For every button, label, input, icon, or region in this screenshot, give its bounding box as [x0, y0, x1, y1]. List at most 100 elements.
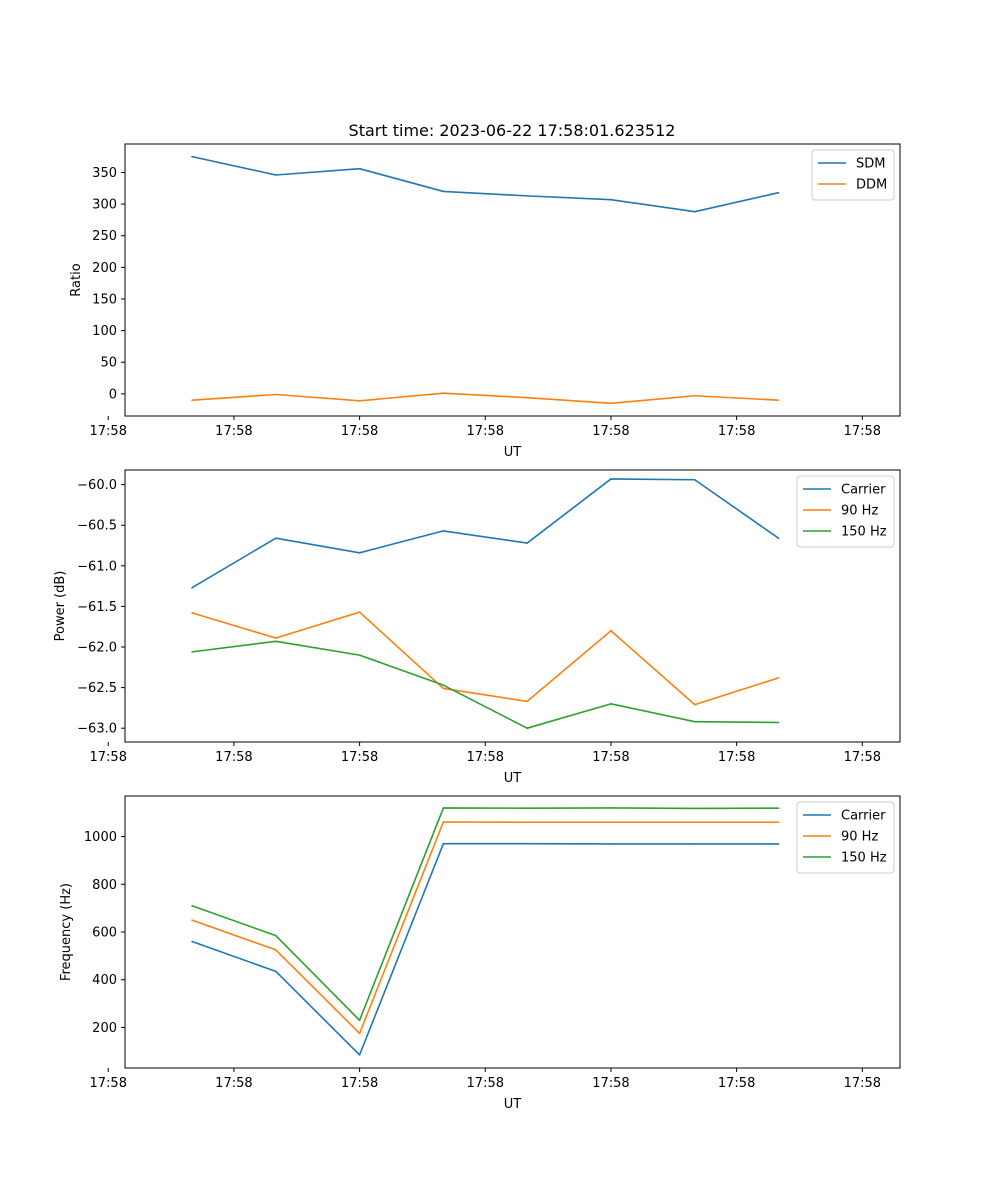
y-tick-label: 600 [92, 926, 117, 941]
data-point [275, 537, 277, 540]
data-point [442, 190, 445, 193]
plot-frame [124, 469, 901, 743]
series-line-150-hz [191, 640, 779, 730]
x-tick-label: 17:58 [215, 750, 252, 765]
x-tick-label: 17:58 [90, 1076, 127, 1091]
data-point [358, 1054, 361, 1056]
x-tick-label: 17:58 [592, 424, 629, 439]
x-tick-label: 17:58 [215, 424, 252, 439]
data-point [777, 721, 780, 724]
x-tick-label: 17:58 [592, 750, 629, 765]
y-tick-label: 200 [92, 261, 117, 276]
data-point [526, 542, 528, 544]
data-point [610, 843, 612, 845]
data-point [442, 821, 445, 823]
data-point [610, 198, 612, 201]
y-tick-label: −62.0 [77, 641, 117, 656]
y-tick-label: −61.5 [77, 600, 117, 615]
data-point [693, 478, 696, 481]
y-tick-label: 800 [92, 878, 117, 893]
legend-label: 150 Hz [841, 525, 887, 540]
data-point [442, 684, 445, 686]
y-tick-label: 100 [92, 324, 117, 339]
series-line-90-hz [191, 611, 779, 706]
y-tick-label: 1000 [84, 830, 117, 845]
x-tick-label: 17:58 [341, 750, 378, 765]
legend-label: 150 Hz [841, 851, 887, 866]
data-point [693, 210, 696, 213]
data-point [777, 807, 780, 809]
data-point [777, 843, 780, 845]
data-point [526, 727, 528, 729]
figure-title: Start time: 2023-06-22 17:58:01.623512 [349, 121, 676, 140]
data-point [358, 167, 361, 170]
y-tick-label: 50 [100, 356, 117, 371]
data-point [693, 703, 696, 706]
y-tick-label: 350 [92, 166, 117, 181]
legend-label: 90 Hz [841, 504, 878, 519]
x-tick-label: 17:58 [718, 750, 755, 765]
y-tick-label: 150 [92, 292, 117, 307]
legend-label: SDM [856, 157, 885, 172]
series-line-150-hz [191, 807, 779, 1022]
legend: Carrier 90 Hz 150 Hz [796, 801, 895, 874]
data-point [777, 677, 780, 679]
plot-frame [124, 143, 901, 417]
data-point [610, 703, 612, 705]
data-point [358, 552, 361, 554]
y-axis-label: Power (dB) [53, 571, 68, 642]
chart-panel-3: 17:58 17:58 17:58 17:58 17:58 17:58 17:58 200 40… [59, 795, 901, 1112]
legend: SDM DDM [811, 149, 895, 201]
series-line-90-hz [191, 821, 779, 1035]
data-point [275, 934, 277, 937]
y-tick-label: 300 [92, 198, 117, 213]
data-point [275, 637, 277, 639]
data-point [693, 807, 696, 810]
x-tick-label: 17:58 [467, 750, 504, 765]
data-point [358, 654, 361, 656]
x-tick-label: 17:58 [90, 750, 127, 765]
x-tick-label: 17:58 [341, 1076, 378, 1091]
data-point [358, 611, 361, 613]
chart-panel-2: 17:58 17:58 17:58 17:58 17:58 17:58 17:58 −63.0… [53, 469, 901, 786]
y-tick-label: −63.0 [77, 722, 117, 737]
data-point [693, 843, 696, 845]
y-tick-label: −60.5 [77, 519, 117, 534]
data-point [610, 807, 612, 809]
data-point [275, 949, 277, 951]
series-line-ddm [191, 392, 779, 405]
x-tick-label: 17:58 [341, 424, 378, 439]
data-point [358, 1019, 361, 1022]
y-tick-label: 200 [92, 1021, 117, 1036]
x-tick-label: 17:58 [844, 1076, 881, 1091]
x-tick-label: 17:58 [90, 424, 127, 439]
y-tick-label: 250 [92, 229, 117, 244]
data-point [442, 392, 445, 395]
data-point [610, 402, 612, 405]
data-point [442, 807, 445, 809]
legend-label: DDM [856, 178, 887, 193]
data-point [275, 393, 277, 396]
series-line-carrier [191, 842, 779, 1056]
legend: Carrier 90 Hz 150 Hz [796, 475, 895, 548]
data-point [693, 394, 696, 397]
legend-label: Carrier [841, 809, 886, 824]
legend-label: Carrier [841, 483, 886, 498]
y-tick-label: 400 [92, 973, 117, 988]
data-point [777, 821, 780, 824]
x-axis-label: UT [504, 771, 522, 786]
y-tick-label: −62.5 [77, 681, 117, 696]
x-tick-label: 17:58 [844, 424, 881, 439]
y-tick-label: 0 [109, 387, 117, 402]
y-tick-label: −61.0 [77, 559, 117, 574]
data-point [777, 537, 780, 540]
data-point [526, 700, 528, 703]
data-point [191, 586, 193, 589]
data-point [191, 651, 193, 653]
legend-box [796, 801, 895, 874]
data-point [442, 842, 445, 845]
data-point [275, 174, 277, 176]
data-point [777, 191, 780, 194]
data-point [693, 821, 696, 824]
